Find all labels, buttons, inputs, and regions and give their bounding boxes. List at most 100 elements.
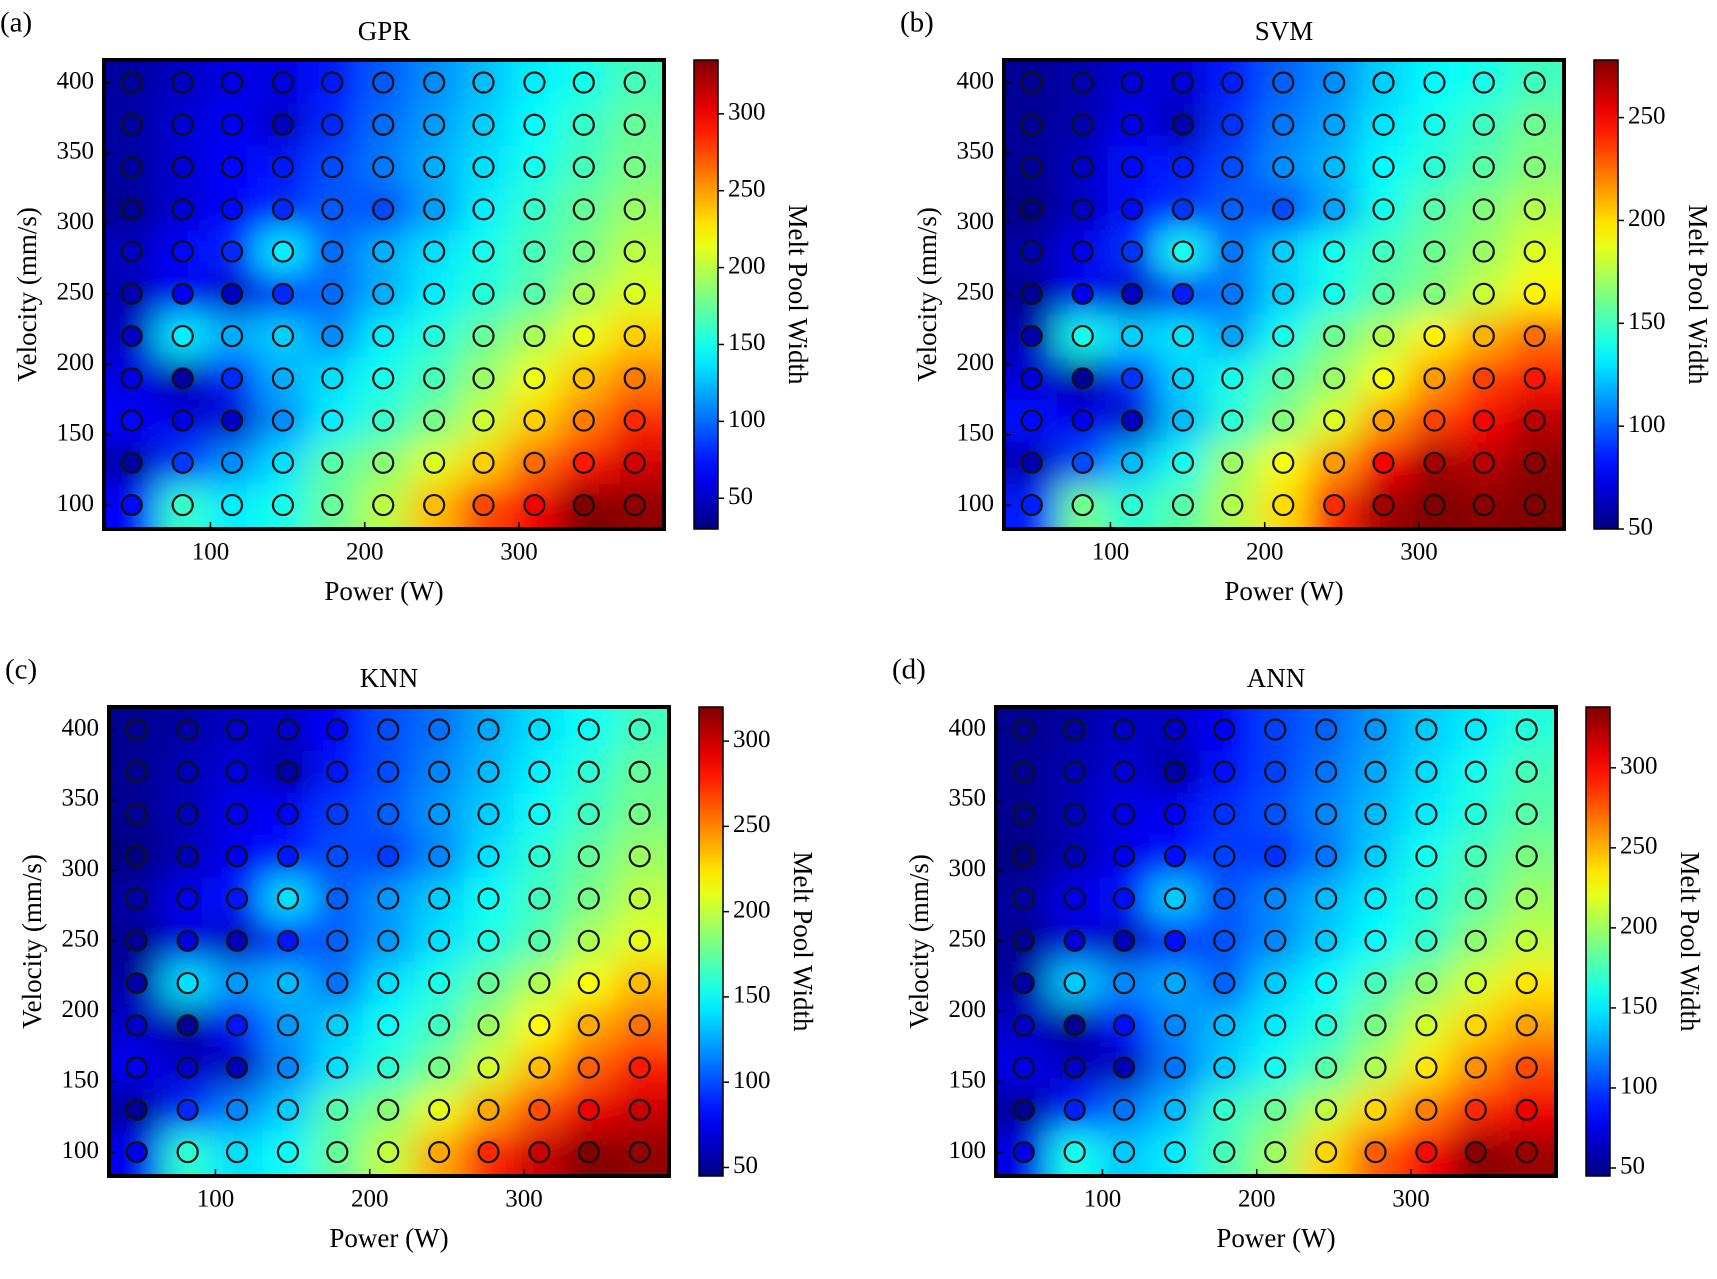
data-point <box>1315 760 1338 783</box>
data-point <box>176 971 199 995</box>
data-point <box>1415 929 1438 952</box>
data-point <box>528 760 551 783</box>
data-point <box>428 1014 451 1037</box>
data-point <box>1372 113 1395 136</box>
data-point <box>176 929 199 952</box>
colorbar-tick-label: 50 <box>733 1152 758 1179</box>
panel-label: (d) <box>892 654 926 686</box>
heat-cell <box>609 272 664 316</box>
heat-cell <box>614 792 669 836</box>
data-point <box>1464 1098 1487 1121</box>
data-point <box>220 367 244 390</box>
x-tick-label: 200 <box>1246 539 1284 566</box>
y-axis-label: Velocity (mm/s) <box>912 207 942 382</box>
data-point <box>577 1098 600 1121</box>
heat-cell <box>1509 357 1564 400</box>
data-point <box>1464 1056 1487 1079</box>
data-point <box>472 324 495 348</box>
data-point <box>1163 760 1187 783</box>
data-point <box>477 718 500 741</box>
data-point <box>1213 845 1236 868</box>
data-point <box>1112 1098 1136 1121</box>
y-tick-label: 250 <box>949 926 987 953</box>
data-point <box>1472 367 1495 390</box>
data-point <box>1315 1140 1338 1164</box>
data-point <box>523 367 546 390</box>
data-point <box>523 409 546 432</box>
data-point <box>577 971 600 995</box>
data-point <box>472 409 495 432</box>
data-point <box>623 155 646 179</box>
data-point <box>472 71 495 94</box>
data-point <box>477 845 500 868</box>
data-point <box>1272 240 1295 263</box>
data-point <box>1372 155 1395 179</box>
data-point <box>1213 802 1236 826</box>
data-point <box>628 887 651 910</box>
data-point <box>1323 71 1346 94</box>
y-tick-label: 100 <box>57 490 95 517</box>
data-point <box>1523 493 1546 517</box>
data-point <box>1120 367 1144 390</box>
heat-cell <box>1501 1130 1556 1176</box>
data-point <box>1163 1014 1187 1037</box>
data-point <box>628 1056 651 1079</box>
data-point <box>1323 282 1346 305</box>
data-point <box>321 198 344 221</box>
data-point <box>1171 240 1195 263</box>
data-point <box>1264 1140 1287 1164</box>
data-point <box>1071 240 1094 263</box>
data-point <box>220 451 244 474</box>
data-point <box>321 324 344 348</box>
data-point <box>523 71 546 94</box>
heat-cell <box>614 1130 669 1176</box>
data-point <box>1112 971 1136 995</box>
data-point <box>1112 845 1136 868</box>
heat-cell <box>1501 707 1556 752</box>
data-point <box>477 1140 500 1164</box>
y-tick-label: 200 <box>949 996 987 1023</box>
data-point <box>377 802 400 826</box>
data-point <box>1063 1056 1086 1079</box>
data-point <box>623 240 646 263</box>
data-point <box>321 451 344 474</box>
data-point <box>528 802 551 826</box>
data-point <box>1323 240 1346 263</box>
colorbar-tick-label: 50 <box>1620 1153 1645 1180</box>
data-point <box>1364 845 1387 868</box>
y-tick-label: 200 <box>62 996 100 1023</box>
data-point <box>1120 451 1144 474</box>
heat-cell <box>614 1004 669 1047</box>
data-point <box>276 1140 300 1164</box>
heat-cell <box>614 1046 669 1090</box>
data-point <box>623 282 646 305</box>
data-point <box>1523 451 1546 474</box>
data-point <box>1071 113 1094 136</box>
data-point <box>1315 1014 1338 1037</box>
colorbar <box>1585 706 1611 1177</box>
data-point <box>1364 760 1387 783</box>
y-tick-label: 150 <box>949 1066 987 1093</box>
data-point <box>1012 887 1035 910</box>
data-point <box>271 282 295 305</box>
data-point <box>572 367 595 390</box>
data-point <box>428 971 451 995</box>
data-point <box>1120 493 1144 517</box>
data-point <box>220 240 244 263</box>
data-point <box>326 929 349 952</box>
data-point <box>377 1140 400 1164</box>
data-point <box>572 71 595 94</box>
data-point <box>528 718 551 741</box>
data-point <box>1264 971 1287 995</box>
data-point <box>1515 1098 1538 1121</box>
data-point <box>472 493 495 517</box>
data-point <box>120 282 143 305</box>
data-point <box>1071 71 1094 94</box>
data-point <box>1221 282 1244 305</box>
data-point <box>176 1056 199 1079</box>
y-tick-label: 400 <box>949 714 987 741</box>
y-axis-label: Velocity (mm/s) <box>12 207 42 382</box>
data-point <box>1221 198 1244 221</box>
data-point <box>1472 493 1495 517</box>
data-point <box>523 282 546 305</box>
